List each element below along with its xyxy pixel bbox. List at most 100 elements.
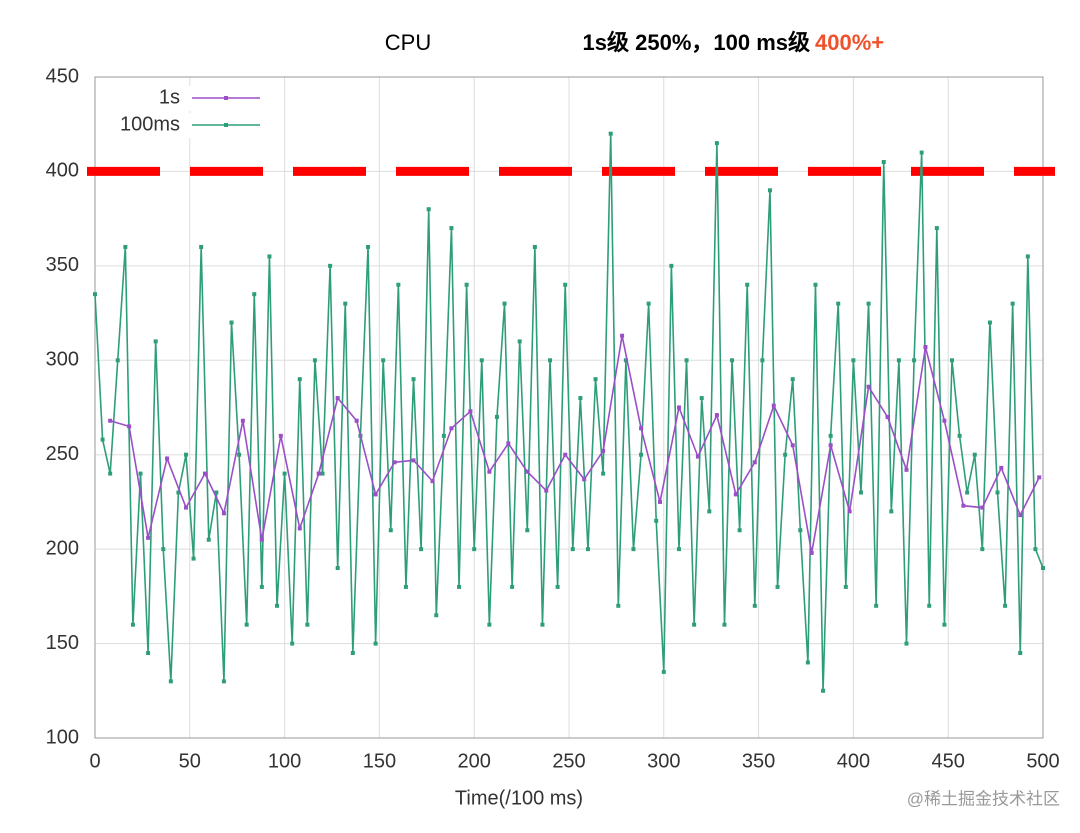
point-marker bbox=[737, 528, 742, 533]
point-marker bbox=[563, 452, 568, 457]
point-marker bbox=[851, 358, 856, 363]
point-marker bbox=[771, 403, 776, 408]
point-marker bbox=[620, 333, 625, 338]
chart-title: CPU bbox=[385, 30, 431, 55]
point-marker bbox=[335, 566, 340, 571]
point-marker bbox=[1025, 254, 1030, 259]
point-marker bbox=[889, 509, 894, 514]
point-marker bbox=[100, 437, 105, 442]
point-marker bbox=[972, 452, 977, 457]
x-tick-label: 100 bbox=[268, 750, 301, 772]
y-tick-label: 350 bbox=[46, 254, 79, 276]
point-marker bbox=[874, 603, 879, 608]
point-marker bbox=[631, 547, 636, 552]
point-marker bbox=[430, 479, 435, 484]
point-marker bbox=[168, 679, 173, 684]
point-marker bbox=[108, 471, 113, 476]
point-marker bbox=[146, 535, 151, 540]
point-marker bbox=[343, 301, 348, 306]
point-marker bbox=[752, 460, 757, 465]
x-tick-label: 50 bbox=[179, 750, 201, 772]
point-marker bbox=[658, 499, 663, 504]
point-marker bbox=[676, 547, 681, 552]
point-marker bbox=[601, 471, 606, 476]
point-marker bbox=[487, 622, 492, 627]
point-marker bbox=[449, 226, 454, 231]
point-marker bbox=[714, 413, 719, 418]
point-marker bbox=[108, 418, 113, 423]
point-marker bbox=[506, 441, 511, 446]
point-marker bbox=[639, 426, 644, 431]
point-marker bbox=[123, 244, 128, 249]
point-marker bbox=[297, 526, 302, 531]
y-tick-label: 250 bbox=[46, 443, 79, 465]
point-marker bbox=[608, 131, 613, 136]
point-marker bbox=[798, 528, 803, 533]
point-marker bbox=[252, 292, 257, 297]
point-marker bbox=[1003, 603, 1008, 608]
point-marker bbox=[434, 613, 439, 618]
point-marker bbox=[259, 584, 264, 589]
point-marker bbox=[354, 418, 359, 423]
series-line bbox=[94, 133, 1044, 691]
point-marker bbox=[176, 490, 181, 495]
point-marker bbox=[517, 339, 522, 344]
point-marker bbox=[441, 433, 446, 438]
point-marker bbox=[502, 301, 507, 306]
x-tick-label: 500 bbox=[1026, 750, 1059, 772]
point-marker bbox=[457, 584, 462, 589]
point-marker bbox=[1010, 301, 1015, 306]
point-marker bbox=[221, 679, 226, 684]
legend-marker bbox=[224, 96, 228, 100]
point-marker bbox=[783, 452, 788, 457]
point-marker bbox=[1041, 566, 1045, 571]
point-marker bbox=[199, 244, 204, 249]
point-marker bbox=[165, 456, 170, 461]
point-marker bbox=[555, 584, 560, 589]
point-marker bbox=[676, 405, 681, 410]
legend-label: 1s bbox=[159, 86, 180, 108]
point-marker bbox=[942, 622, 947, 627]
point-marker bbox=[623, 358, 628, 363]
point-marker bbox=[202, 471, 207, 476]
point-marker bbox=[995, 490, 1000, 495]
point-marker bbox=[616, 603, 621, 608]
point-marker bbox=[896, 358, 901, 363]
point-marker bbox=[278, 433, 283, 438]
point-marker bbox=[790, 377, 795, 382]
point-marker bbox=[980, 547, 985, 552]
point-marker bbox=[419, 547, 424, 552]
point-marker bbox=[661, 669, 666, 674]
point-marker bbox=[570, 547, 575, 552]
point-marker bbox=[646, 301, 651, 306]
point-marker bbox=[881, 159, 886, 164]
point-marker bbox=[191, 556, 196, 561]
point-marker bbox=[240, 418, 245, 423]
point-marker bbox=[366, 244, 371, 249]
point-marker bbox=[388, 528, 393, 533]
series-line bbox=[109, 335, 1040, 554]
point-marker bbox=[866, 301, 871, 306]
point-marker bbox=[578, 396, 583, 401]
point-marker bbox=[161, 547, 166, 552]
point-marker bbox=[153, 339, 158, 344]
point-marker bbox=[730, 358, 735, 363]
x-axis-label: Time(/100 ms) bbox=[455, 787, 583, 809]
point-marker bbox=[468, 409, 473, 414]
y-tick-label: 200 bbox=[46, 537, 79, 559]
point-marker bbox=[790, 443, 795, 448]
point-marker bbox=[563, 282, 568, 287]
point-marker bbox=[381, 358, 386, 363]
point-marker bbox=[312, 358, 317, 363]
point-marker bbox=[297, 377, 302, 382]
point-marker bbox=[987, 320, 992, 325]
point-marker bbox=[320, 471, 325, 476]
point-marker bbox=[464, 282, 469, 287]
plot-frame bbox=[94, 76, 1044, 739]
point-marker bbox=[828, 433, 833, 438]
point-marker bbox=[957, 433, 962, 438]
point-marker bbox=[1033, 547, 1038, 552]
point-marker bbox=[282, 471, 287, 476]
point-marker bbox=[275, 603, 280, 608]
